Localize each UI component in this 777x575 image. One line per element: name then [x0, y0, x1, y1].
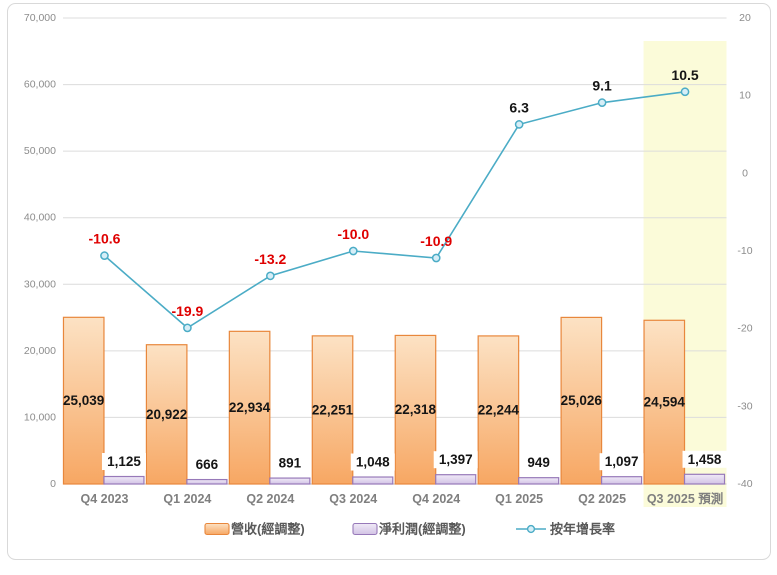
legend-item-growth[interactable]: 按年增長率	[516, 522, 615, 537]
growth-label: -13.2	[254, 251, 286, 267]
right-axis-tick: 10	[739, 90, 751, 102]
legend-label-growth: 按年增長率	[550, 522, 615, 537]
growth-line-marker[interactable]	[183, 323, 192, 333]
growth-label: 6.3	[509, 99, 529, 115]
net-profit-label: 949	[527, 455, 550, 470]
growth-label: -19.9	[171, 303, 203, 319]
right-axis-tick: -10	[737, 245, 752, 257]
net-profit-bar[interactable]	[683, 473, 726, 485]
growth-swatch-marker	[526, 524, 536, 534]
revenue-bar-label: 25,039	[63, 393, 104, 408]
growth-line[interactable]	[103, 90, 686, 329]
net-profit-label-bg	[433, 451, 478, 469]
growth-line-marker[interactable]	[431, 253, 441, 263]
x-axis-label: Q1 2024	[163, 492, 211, 506]
revenue-bar[interactable]	[477, 335, 520, 485]
net-profit-swatch	[352, 522, 378, 536]
right-axis-tick: -30	[737, 400, 752, 412]
revenue-bar-label: 24,594	[644, 395, 686, 410]
left-axis-tick: 10,000	[24, 411, 56, 423]
growth-line-marker[interactable]	[680, 87, 690, 97]
net-profit-bar[interactable]	[269, 477, 311, 485]
revenue-bar-label: 22,251	[312, 402, 354, 417]
right-axis-tick: -40	[737, 478, 752, 490]
right-axis-tick: 20	[739, 12, 751, 24]
net-profit-label-bg	[524, 454, 554, 472]
revenue-bar[interactable]	[394, 334, 437, 485]
net-profit-label-bg	[192, 456, 222, 474]
left-axis-tick: 70,000	[24, 12, 56, 24]
net-profit-label: 891	[279, 456, 302, 471]
revenue-bar-label: 20,922	[146, 407, 187, 422]
x-axis-label: Q3 2024	[329, 492, 377, 506]
growth-label: 9.1	[592, 78, 612, 94]
net-profit-label-bg	[350, 453, 395, 471]
net-profit-label: 1,397	[439, 452, 473, 467]
net-profit-label-bg	[275, 454, 305, 472]
growth-label: -10.0	[337, 226, 369, 242]
x-axis-label: Q4 2024	[412, 492, 460, 506]
legend-item-net-profit[interactable]: 淨利潤(經調整)	[352, 522, 466, 537]
revenue-bar-label: 22,934	[229, 400, 271, 415]
net-profit-label: 1,125	[107, 454, 141, 469]
left-axis-tick: 0	[50, 478, 56, 490]
growth-label: 10.5	[671, 67, 698, 83]
net-profit-label: 666	[196, 457, 219, 472]
x-axis-label: Q2 2024	[246, 492, 294, 506]
net-profit-bar[interactable]	[518, 477, 560, 485]
net-profit-label: 1,458	[688, 452, 722, 467]
growth-line-marker[interactable]	[265, 271, 275, 281]
x-axis-label: Q1 2025	[495, 492, 543, 506]
left-axis-tick: 40,000	[24, 212, 56, 224]
left-axis-tick: 50,000	[24, 145, 56, 157]
growth-line-marker[interactable]	[348, 246, 358, 256]
revenue-bar-label: 25,026	[561, 393, 603, 408]
net-profit-label-bg	[599, 453, 644, 471]
legend-label-net-profit: 淨利潤(經調整)	[379, 522, 466, 537]
growth-line-marker[interactable]	[514, 120, 524, 129]
revenue-bar-label: 22,244	[478, 402, 520, 417]
growth-label: -10.9	[420, 233, 452, 249]
legend: 營收(經調整) 淨利潤(經調整) 按年增長率	[204, 522, 615, 537]
legend-label-revenue: 營收(經調整)	[231, 522, 305, 537]
growth-line-marker[interactable]	[597, 98, 607, 108]
revenue-bar[interactable]	[311, 335, 354, 485]
revenue-bar[interactable]	[145, 344, 188, 485]
revenue-bar[interactable]	[560, 316, 603, 485]
net-profit-label-bg	[682, 450, 727, 468]
net-profit-bar[interactable]	[352, 476, 394, 485]
revenue-swatch	[204, 522, 230, 536]
legend-item-revenue[interactable]: 營收(經調整)	[204, 522, 305, 537]
net-profit-bar[interactable]	[435, 474, 477, 485]
net-profit-label: 1,097	[605, 454, 639, 469]
x-axis-label: Q2 2025	[578, 492, 626, 506]
x-axis-label: Q4 2023	[80, 492, 128, 506]
revenue-bar[interactable]	[643, 319, 686, 485]
left-axis-tick: 60,000	[24, 79, 56, 91]
right-axis-tick: 0	[742, 167, 748, 179]
right-axis-tick: -20	[737, 323, 752, 335]
growth-label: -10.6	[89, 231, 121, 247]
revenue-bar-label: 22,318	[395, 402, 437, 417]
left-axis-tick: 20,000	[24, 345, 56, 357]
net-profit-bar[interactable]	[103, 475, 145, 485]
x-axis-label: Q3 2025 預測	[647, 491, 723, 506]
left-axis-tick: 30,000	[24, 278, 56, 290]
net-profit-bar[interactable]	[186, 478, 228, 485]
growth-line-marker[interactable]	[100, 251, 109, 261]
net-profit-bar[interactable]	[600, 476, 643, 485]
net-profit-label-bg	[101, 453, 146, 471]
net-profit-label: 1,048	[356, 455, 390, 470]
revenue-bar[interactable]	[62, 316, 105, 485]
revenue-bar[interactable]	[228, 330, 271, 485]
